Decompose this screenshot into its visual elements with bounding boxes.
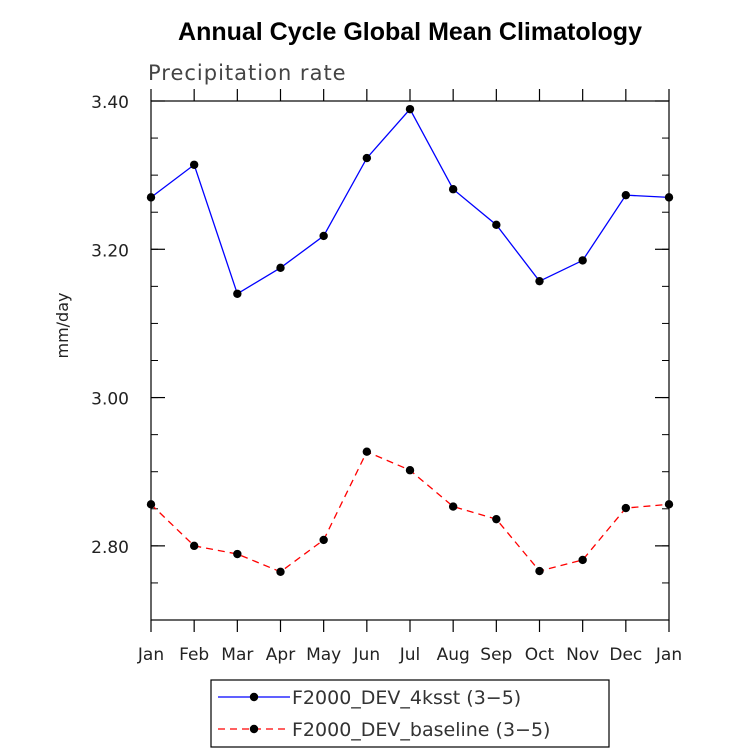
- data-point: [578, 555, 587, 565]
- data-point: [578, 256, 587, 265]
- data-point: [276, 263, 285, 273]
- axis-tick-labels: Jan Feb Mar Apr May Jun Jul Aug Sep Oct Nov Dec Jan 3…: [91, 93, 682, 665]
- axis-ticks: [150, 89, 670, 632]
- plot-frame: [150, 100, 670, 621]
- data-point: [362, 447, 372, 456]
- data-point: [189, 541, 199, 551]
- data-point: [535, 566, 544, 576]
- data-point: [621, 503, 631, 513]
- data-point: [535, 276, 544, 286]
- x-tick-label: Oct: [525, 645, 555, 665]
- y-tick-label: 3.00: [91, 390, 129, 410]
- data-point: [621, 190, 631, 200]
- y-tick-label: 3.20: [91, 241, 129, 261]
- data-point: [362, 153, 372, 163]
- data-point: [405, 466, 415, 475]
- x-tick-label: Jan: [137, 645, 164, 665]
- chart-subtitle: Precipitation rate: [148, 61, 347, 85]
- series-line-1: [150, 108, 670, 295]
- x-tick-label: Apr: [266, 645, 295, 665]
- data-point: [492, 514, 501, 524]
- x-tick-label: Aug: [437, 645, 470, 665]
- legend-box: [210, 679, 610, 748]
- data-point: [233, 289, 242, 298]
- data-point: [319, 535, 328, 545]
- y-axis-label: mm/day: [53, 293, 72, 359]
- x-tick-label: Jun: [353, 645, 381, 665]
- y-tick-label: 3.40: [91, 93, 129, 113]
- legend-label-2: F2000_DEV_baseline (3−5): [292, 719, 550, 741]
- x-tick-label: Dec: [609, 645, 642, 665]
- data-point: [319, 231, 328, 241]
- data-point: [146, 193, 156, 202]
- data-point: [664, 193, 674, 202]
- x-tick-label: Jul: [399, 645, 421, 665]
- legend-label-1: F2000_DEV_4ksst (3−5): [292, 687, 521, 709]
- x-tick-label: May: [306, 645, 341, 665]
- legend-marker: [249, 692, 259, 702]
- legend-marker: [249, 724, 259, 734]
- data-point: [448, 185, 458, 194]
- chart-title: Annual Cycle Global Mean Climatology: [178, 18, 642, 46]
- x-tick-label: Nov: [566, 645, 599, 665]
- x-tick-label: Sep: [480, 645, 512, 665]
- data-point: [146, 500, 156, 509]
- data-point: [664, 500, 674, 509]
- data-point: [233, 549, 242, 559]
- series-layer: [146, 104, 674, 577]
- x-tick-label: Mar: [221, 645, 253, 665]
- data-point: [189, 160, 199, 169]
- x-tick-label: Jan: [655, 645, 682, 665]
- data-point: [448, 502, 458, 511]
- data-point: [405, 104, 415, 114]
- data-point: [492, 220, 501, 230]
- legend: F2000_DEV_4ksst (3−5) F2000_DEV_baseline …: [210, 679, 610, 748]
- data-point: [276, 567, 285, 577]
- x-tick-label: Feb: [179, 645, 209, 665]
- y-tick-label: 2.80: [91, 538, 129, 558]
